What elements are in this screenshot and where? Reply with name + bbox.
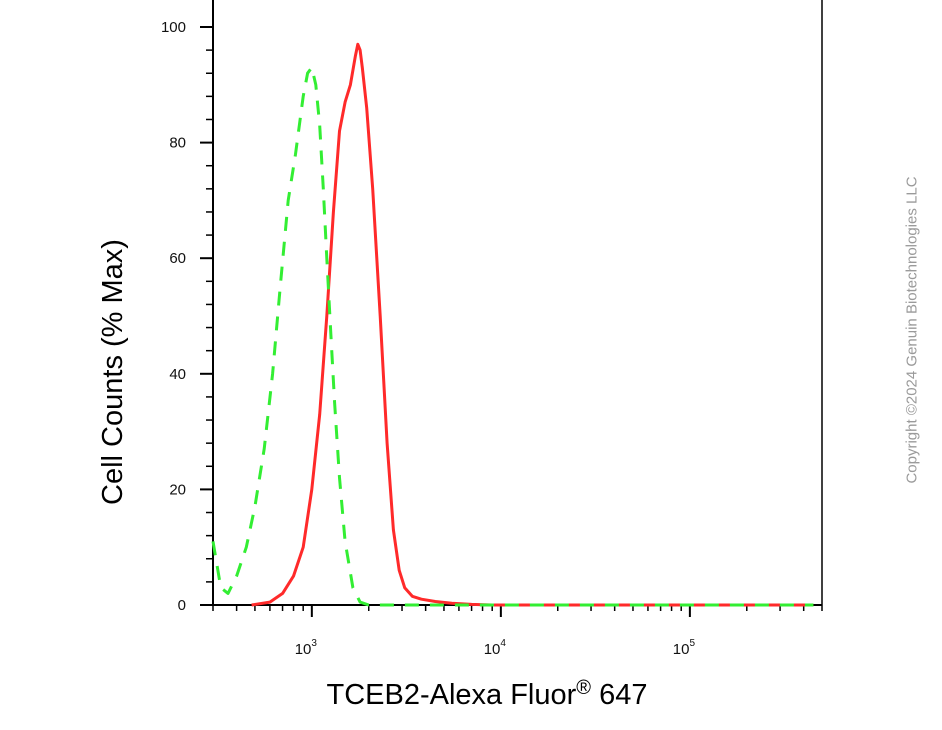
x-tick-label: 103 [295, 638, 318, 658]
registered-mark: ® [576, 677, 591, 699]
y-axis-title: Cell Counts (% Max) [97, 239, 129, 505]
y-tick-label: 20 [169, 481, 186, 498]
y-tick-label: 100 [161, 19, 186, 36]
y-tick-label: 0 [178, 597, 186, 614]
x-axis-title-suffix: 647 [591, 679, 647, 711]
x-axis-title-main: TCEB2-Alexa Fluor [326, 679, 576, 711]
plot-frame [212, 0, 823, 606]
x-axis-title: TCEB2-Alexa Fluor® 647 [326, 677, 647, 711]
x-tick-label: 105 [673, 638, 696, 658]
x-tick-label: 104 [484, 638, 507, 658]
x-axis: 103 104 105 [212, 605, 823, 658]
sample-series-line [251, 42, 814, 607]
y-tick-label: 40 [169, 366, 186, 383]
control-series-line [211, 66, 814, 607]
y-tick-label: 60 [169, 250, 186, 267]
copyright-watermark: Copyright ©2024 Genuin Biotechnologies L… [903, 176, 921, 484]
y-tick-label: 80 [169, 135, 186, 152]
y-axis: 0 20 40 60 80 100 [161, 19, 213, 614]
series-layer [211, 42, 814, 607]
